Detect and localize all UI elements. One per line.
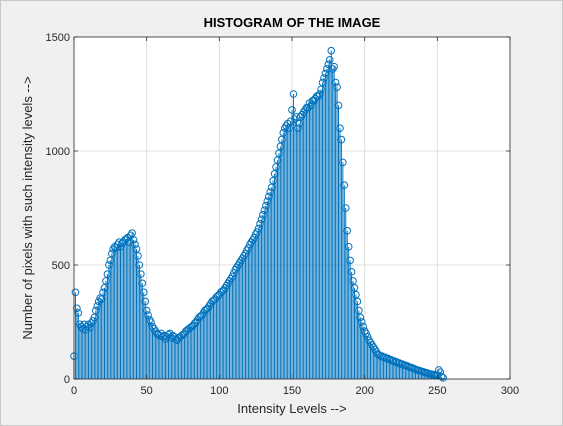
x-tick-label: 200 bbox=[355, 385, 373, 397]
stem-marker bbox=[128, 229, 136, 237]
stem-marker bbox=[71, 288, 80, 297]
stem-marker bbox=[359, 322, 368, 331]
x-axis-label: Intensity Levels --> bbox=[237, 401, 346, 416]
stem-series bbox=[70, 46, 447, 382]
stem-marker bbox=[289, 90, 298, 98]
y-tick-label: 0 bbox=[64, 374, 70, 386]
chart-title: HISTOGRAM OF THE IMAGE bbox=[204, 15, 381, 30]
stem-marker bbox=[132, 245, 141, 253]
stem-marker bbox=[357, 318, 366, 326]
stem-marker bbox=[144, 311, 152, 319]
stem-marker bbox=[356, 313, 365, 322]
stem-marker bbox=[147, 318, 155, 326]
stem-marker bbox=[349, 277, 357, 285]
stem-marker bbox=[129, 236, 138, 244]
stem-marker bbox=[337, 135, 346, 144]
stem-marker bbox=[353, 297, 362, 306]
stem-marker bbox=[142, 306, 151, 315]
stem-marker bbox=[134, 252, 142, 260]
axis-ticks: 0 50 100 150 200 250 300 0 500 1000 1500 bbox=[46, 32, 520, 397]
stem-marker bbox=[434, 366, 443, 374]
stem-marker bbox=[339, 158, 347, 167]
x-tick-label: 0 bbox=[71, 385, 77, 397]
stem-marker bbox=[139, 288, 148, 297]
stem-marker bbox=[331, 78, 340, 87]
stem-marker bbox=[347, 268, 356, 276]
stem-marker bbox=[362, 329, 370, 338]
stem-marker bbox=[346, 256, 354, 265]
stem-marker bbox=[131, 240, 139, 249]
x-tick-label: 250 bbox=[428, 385, 446, 397]
stem-marker bbox=[138, 279, 147, 288]
stem-marker bbox=[330, 62, 338, 71]
stem-marker bbox=[137, 270, 145, 278]
stem-marker bbox=[328, 65, 337, 73]
x-tick-label: 50 bbox=[141, 385, 153, 397]
stem-marker bbox=[74, 309, 83, 317]
stem-marker bbox=[327, 46, 336, 55]
y-axis-label: Number of pixels with such intensity lev… bbox=[20, 76, 35, 339]
y-tick-label: 1500 bbox=[46, 32, 70, 44]
stem-marker bbox=[135, 261, 144, 269]
stem-marker bbox=[350, 284, 359, 292]
stem-marker bbox=[343, 227, 352, 235]
x-tick-label: 150 bbox=[283, 385, 301, 397]
stem-marker bbox=[334, 101, 343, 110]
stem-marker bbox=[352, 290, 360, 299]
x-tick-label: 300 bbox=[501, 385, 519, 397]
y-tick-label: 1000 bbox=[46, 146, 70, 158]
stem-marker bbox=[145, 315, 154, 324]
stem-marker bbox=[288, 106, 296, 114]
x-tick-label: 100 bbox=[210, 385, 228, 397]
stem-marker bbox=[341, 204, 350, 212]
stem-marker bbox=[344, 242, 353, 251]
stem-marker bbox=[340, 181, 349, 189]
y-tick-label: 500 bbox=[52, 260, 70, 272]
stem-marker bbox=[141, 297, 150, 306]
stem-marker bbox=[439, 374, 447, 382]
stem-marker bbox=[333, 83, 341, 91]
stem-marker bbox=[437, 372, 446, 381]
stem-marker bbox=[355, 306, 363, 315]
stem-marker bbox=[336, 124, 344, 132]
stem-marker bbox=[325, 56, 334, 64]
